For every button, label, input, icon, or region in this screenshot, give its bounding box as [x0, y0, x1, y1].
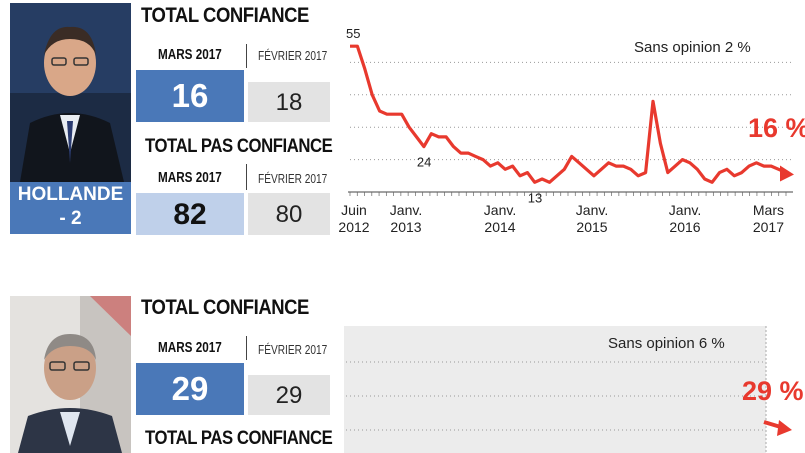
- x-tick-label: Janv.: [576, 202, 608, 218]
- pas-confiance-title: TOTAL PAS CONFIANCE: [145, 136, 333, 157]
- x-tick-labels: Juin2012Janv.2013Janv.2014Janv.2015Janv.…: [338, 202, 784, 235]
- current-month-label: MARS 2017: [158, 46, 222, 63]
- series-line-group: [350, 44, 794, 184]
- trend-arrowhead-icon: [777, 420, 792, 436]
- second-person-photo: [10, 296, 131, 453]
- pas-confiance-previous-value: 80: [248, 193, 330, 235]
- x-tick-label: Janv.: [390, 202, 422, 218]
- hollande-portrait-image: [10, 3, 131, 182]
- x-tick-label: 2013: [390, 219, 421, 235]
- chart-gridlines: [346, 361, 766, 431]
- final-value-label: 29 %: [742, 376, 804, 406]
- sans-opinion-label: Sans opinion 6 %: [608, 335, 725, 352]
- final-value-label: 16 %: [748, 113, 805, 143]
- hollande-name-box: HOLLANDE - 2: [10, 182, 131, 234]
- confiance-current-value: 16: [136, 70, 244, 122]
- x-tick-label: 2014: [484, 219, 515, 235]
- confiance-previous-value: 18: [248, 82, 330, 122]
- annotations: 55 24 13: [346, 26, 542, 205]
- pas-confiance-title: TOTAL PAS CONFIANCE: [145, 428, 333, 449]
- series-line: [350, 44, 787, 184]
- pas-current-month-label: MARS 2017: [158, 169, 222, 186]
- data-annotation-label: 24: [417, 155, 431, 170]
- previous-month-label: FÉVRIER 2017: [258, 48, 328, 63]
- x-tick-label: 2015: [576, 219, 607, 235]
- pas-confiance-current-value: 82: [136, 193, 244, 235]
- x-tick-label: 2017: [753, 219, 784, 235]
- x-tick-label: Mars: [753, 202, 784, 218]
- data-annotation-label: 13: [528, 190, 542, 205]
- x-tick-label: 2012: [338, 219, 369, 235]
- pas-previous-month-label: FÉVRIER 2017: [258, 171, 328, 186]
- person-name: HOLLANDE: [17, 184, 124, 205]
- second-person-portrait-image: [10, 296, 131, 453]
- confiance-title: TOTAL CONFIANCE: [141, 4, 309, 27]
- person-change: - 2: [59, 208, 82, 229]
- current-month-label: MARS 2017: [158, 339, 222, 356]
- column-divider: [246, 44, 247, 68]
- previous-month-label: FÉVRIER 2017: [258, 342, 328, 357]
- hollande-photo: [10, 3, 131, 182]
- second-trend-chart: Sans opinion 6 % 29 %: [346, 326, 804, 453]
- confiance-current-value: 29: [136, 363, 244, 415]
- confiance-title: TOTAL CONFIANCE: [141, 296, 309, 319]
- sans-opinion-label: Sans opinion 2 %: [634, 39, 751, 56]
- chart-background: [344, 326, 766, 453]
- series-end-arrow-icon: [780, 165, 794, 182]
- data-annotation-label: 55: [346, 26, 360, 41]
- x-axis-ticks: [349, 192, 787, 196]
- chart-gridlines: [350, 61, 793, 161]
- x-tick-label: Janv.: [484, 202, 516, 218]
- column-divider: [246, 164, 247, 190]
- x-tick-label: 2016: [669, 219, 700, 235]
- x-tick-label: Juin: [341, 202, 367, 218]
- column-divider: [246, 336, 247, 360]
- confiance-previous-value: 29: [248, 375, 330, 415]
- x-tick-label: Janv.: [669, 202, 701, 218]
